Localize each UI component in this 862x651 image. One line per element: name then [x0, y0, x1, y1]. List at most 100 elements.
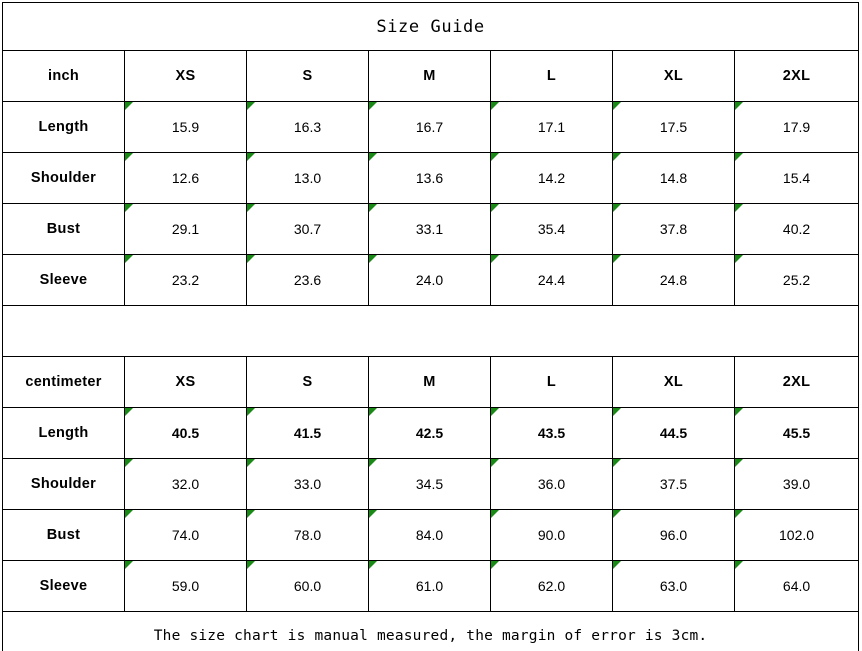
measurement-value: 62.0 — [490, 560, 613, 612]
measurement-value-text: 37.5 — [659, 476, 688, 492]
size-header-2xl: 2XL — [733, 356, 860, 408]
measurement-label-length-text: Length — [38, 425, 89, 441]
size-header-xl: XL — [612, 356, 735, 408]
measurement-value: 23.6 — [246, 254, 369, 306]
measurement-value-text: 90.0 — [537, 527, 566, 543]
measurement-value: 42.5 — [368, 407, 491, 459]
green-corner-marker-icon — [125, 255, 133, 263]
table-row: Bust 29.1 30.7 33.1 35.4 37.8 40.2 — [2, 203, 860, 255]
size-header-s-text: S — [302, 374, 313, 390]
size-header-xs: XS — [124, 50, 247, 102]
footer-note-row: The size chart is manual measured, the m… — [1, 611, 860, 651]
measurement-value-text: 30.7 — [293, 221, 322, 237]
measurement-value: 24.0 — [368, 254, 491, 306]
green-corner-marker-icon — [491, 510, 499, 518]
size-header-2xl-text: 2XL — [782, 68, 811, 84]
size-header-xs-text: XS — [175, 68, 196, 84]
measurement-value: 37.8 — [612, 203, 735, 255]
measurement-value-text: 37.8 — [659, 221, 688, 237]
table-row: Shoulder 32.0 33.0 34.5 36.0 37.5 39.0 — [2, 458, 860, 510]
size-header-m: M — [368, 356, 491, 408]
measurement-value-text: 13.6 — [415, 170, 444, 186]
footer-note: The size chart is manual measured, the m… — [1, 611, 860, 651]
size-header-l-text: L — [546, 374, 557, 390]
measurement-value: 40.5 — [124, 407, 247, 459]
measurement-label-sleeve-text: Sleeve — [39, 272, 88, 288]
measurement-value: 25.2 — [733, 254, 860, 306]
measurement-value-text: 34.5 — [415, 476, 444, 492]
measurement-value: 17.1 — [490, 101, 613, 153]
measurement-value: 37.5 — [612, 458, 735, 510]
green-corner-marker-icon — [125, 510, 133, 518]
measurement-value-text: 40.5 — [171, 425, 200, 441]
measurement-value: 41.5 — [246, 407, 369, 459]
green-corner-marker-icon — [735, 255, 743, 263]
measurement-value: 64.0 — [733, 560, 860, 612]
green-corner-marker-icon — [247, 408, 255, 416]
measurement-label-shoulder: Shoulder — [2, 152, 125, 204]
header-row-centimeter: centimeter XS S M L XL 2XL — [2, 356, 860, 408]
measurement-value-text: 43.5 — [537, 425, 566, 441]
measurement-value-text: 33.1 — [415, 221, 444, 237]
size-header-m-text: M — [423, 68, 436, 84]
measurement-value: 13.6 — [368, 152, 491, 204]
measurement-label-length: Length — [2, 407, 125, 459]
table-row: Length 40.5 41.5 42.5 43.5 44.5 45.5 — [2, 407, 860, 459]
green-corner-marker-icon — [125, 459, 133, 467]
measurement-value-text: 14.8 — [659, 170, 688, 186]
green-corner-marker-icon — [125, 408, 133, 416]
header-row-inch: inch XS S M L XL 2XL — [2, 50, 860, 102]
table-row: Sleeve 23.2 23.6 24.0 24.4 24.8 25.2 — [2, 254, 860, 306]
measurement-label-bust: Bust — [2, 509, 125, 561]
green-corner-marker-icon — [247, 153, 255, 161]
green-corner-marker-icon — [247, 204, 255, 212]
green-corner-marker-icon — [247, 102, 255, 110]
size-header-xl-text: XL — [663, 68, 684, 84]
green-corner-marker-icon — [369, 153, 377, 161]
section-spacer-row — [1, 305, 860, 357]
size-header-l: L — [490, 356, 613, 408]
green-corner-marker-icon — [735, 102, 743, 110]
unit-label-centimeter: centimeter — [2, 356, 125, 408]
measurement-value: 16.7 — [368, 101, 491, 153]
size-header-l-text: L — [546, 68, 557, 84]
measurement-value: 34.5 — [368, 458, 491, 510]
measurement-value: 43.5 — [490, 407, 613, 459]
measurement-value-text: 62.0 — [537, 578, 566, 594]
green-corner-marker-icon — [735, 459, 743, 467]
measurement-label-shoulder-text: Shoulder — [30, 476, 97, 492]
measurement-value: 17.5 — [612, 101, 735, 153]
measurement-value-text: 25.2 — [782, 272, 811, 288]
measurement-value-text: 17.5 — [659, 119, 688, 135]
green-corner-marker-icon — [491, 102, 499, 110]
measurement-value: 74.0 — [124, 509, 247, 561]
measurement-value-text: 45.5 — [782, 425, 811, 441]
measurement-value: 17.9 — [733, 101, 860, 153]
green-corner-marker-icon — [491, 204, 499, 212]
measurement-value-text: 23.6 — [293, 272, 322, 288]
unit-label-centimeter-text: centimeter — [25, 374, 102, 390]
size-header-2xl: 2XL — [733, 50, 860, 102]
green-corner-marker-icon — [613, 510, 621, 518]
measurement-value-text: 59.0 — [171, 578, 200, 594]
measurement-value: 13.0 — [246, 152, 369, 204]
measurement-value-text: 33.0 — [293, 476, 322, 492]
green-corner-marker-icon — [735, 510, 743, 518]
green-corner-marker-icon — [735, 153, 743, 161]
measurement-value-text: 44.5 — [659, 425, 688, 441]
measurement-value-text: 78.0 — [293, 527, 322, 543]
green-corner-marker-icon — [125, 153, 133, 161]
measurement-value-text: 102.0 — [779, 527, 815, 543]
size-header-s-text: S — [302, 68, 313, 84]
green-corner-marker-icon — [613, 255, 621, 263]
size-header-l: L — [490, 50, 613, 102]
measurement-value: 39.0 — [733, 458, 860, 510]
unit-label-inch: inch — [2, 50, 125, 102]
measurement-value: 44.5 — [612, 407, 735, 459]
size-header-xl: XL — [612, 50, 735, 102]
measurement-value: 24.8 — [612, 254, 735, 306]
measurement-value-text: 15.9 — [171, 119, 200, 135]
table-row: Shoulder 12.6 13.0 13.6 14.2 14.8 15.4 — [2, 152, 860, 204]
footer-note-text: The size chart is manual measured, the m… — [153, 627, 708, 644]
measurement-value: 59.0 — [124, 560, 247, 612]
